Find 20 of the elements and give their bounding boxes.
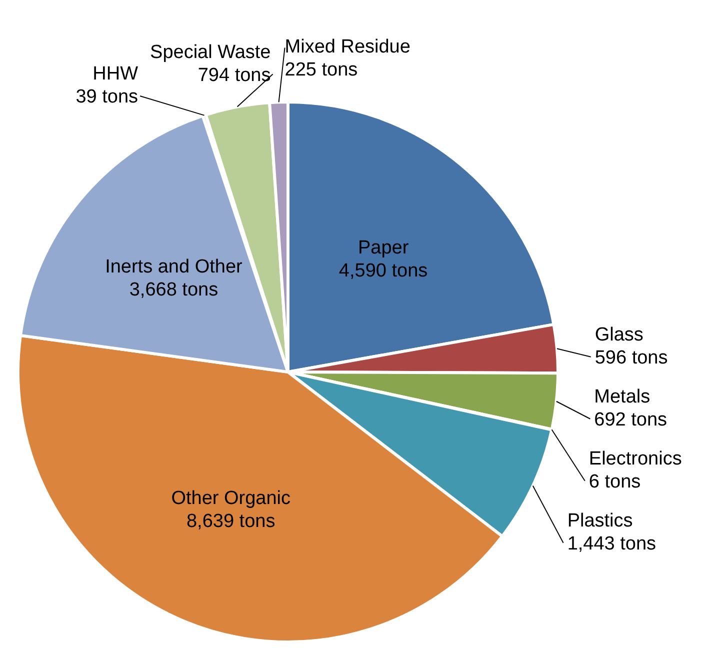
slice-label: Inerts and Other [105, 256, 244, 278]
data-label: 4,590 tons [338, 260, 428, 282]
data-label: 3,668 tons [129, 279, 218, 300]
slice-label: Other Organic [171, 488, 291, 510]
data-label: 1,443 tons [567, 534, 656, 555]
slice-label: Paper [358, 237, 410, 258]
data-label: 692 tons [594, 410, 668, 431]
slice-label: Special Waste [150, 42, 271, 63]
slice-label: HHW [92, 64, 138, 85]
slice-label: Mixed Residue [284, 36, 410, 58]
data-label: 794 tons [198, 64, 271, 86]
data-label: 6 tons [588, 472, 641, 493]
slice-label: Electronics [588, 448, 682, 470]
slice-label: Glass [594, 324, 644, 346]
data-label: 596 tons [594, 348, 668, 369]
data-label: 8,639 tons [186, 511, 276, 532]
data-label: 39 tons [76, 86, 138, 108]
slice-label: Plastics [567, 510, 633, 532]
slice-label: Metals [594, 386, 650, 408]
data-label: 225 tons [284, 59, 358, 80]
